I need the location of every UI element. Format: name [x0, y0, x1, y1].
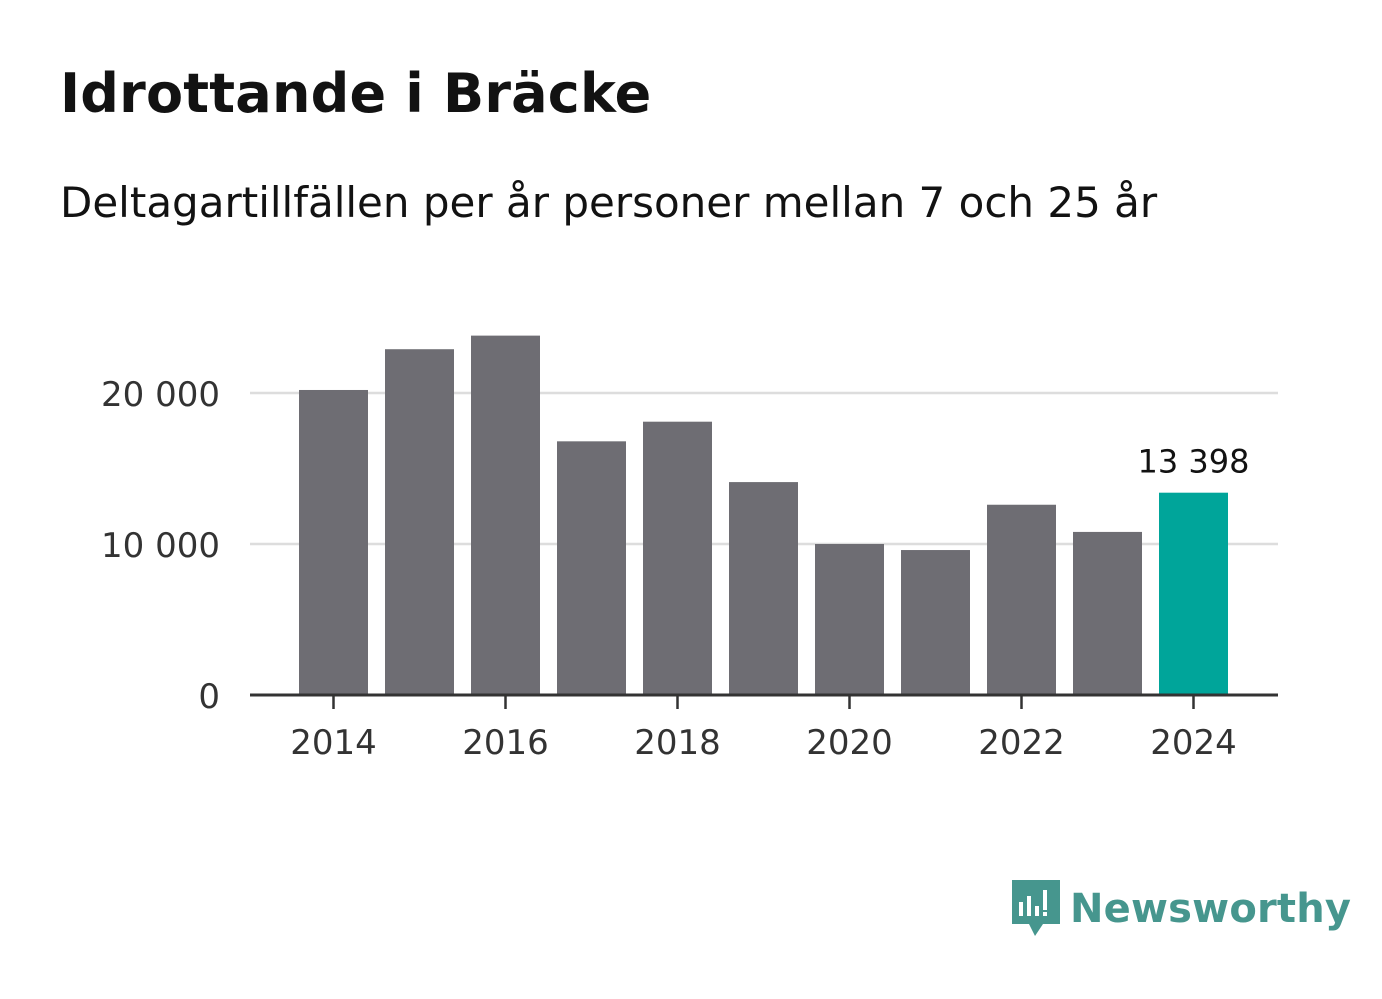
brand-logo: Newsworthy	[1010, 878, 1351, 940]
y-tick-label: 20 000	[101, 375, 220, 415]
bar-2022	[987, 504, 1056, 695]
bar-2016	[471, 335, 540, 695]
x-tick-label: 2022	[978, 723, 1065, 763]
bar-2018	[643, 421, 712, 695]
bar-2023	[1073, 531, 1142, 695]
x-tick-label: 2018	[634, 723, 721, 763]
bar-2017	[557, 441, 626, 695]
bar-2019	[729, 482, 798, 695]
y-tick-label: 10 000	[101, 526, 220, 566]
bar-2024	[1159, 492, 1228, 695]
bar-2020	[815, 544, 884, 695]
brand-name: Newsworthy	[1070, 886, 1352, 932]
y-tick-label: 0	[198, 677, 220, 717]
data-label: 13 398	[1138, 443, 1250, 481]
x-tick-label: 2014	[290, 723, 377, 763]
chart-title: Idrottande i Bräcke	[60, 62, 652, 125]
bar-2014	[299, 389, 368, 695]
bar-2021	[901, 550, 970, 695]
x-tick-label: 2016	[462, 723, 549, 763]
bar-2015	[385, 349, 454, 695]
x-tick-label: 2020	[806, 723, 893, 763]
chart-subtitle: Deltagartillfällen per år personer mella…	[60, 178, 1158, 227]
x-tick-label: 2024	[1150, 723, 1237, 763]
newsworthy-logo-icon	[1012, 880, 1060, 936]
